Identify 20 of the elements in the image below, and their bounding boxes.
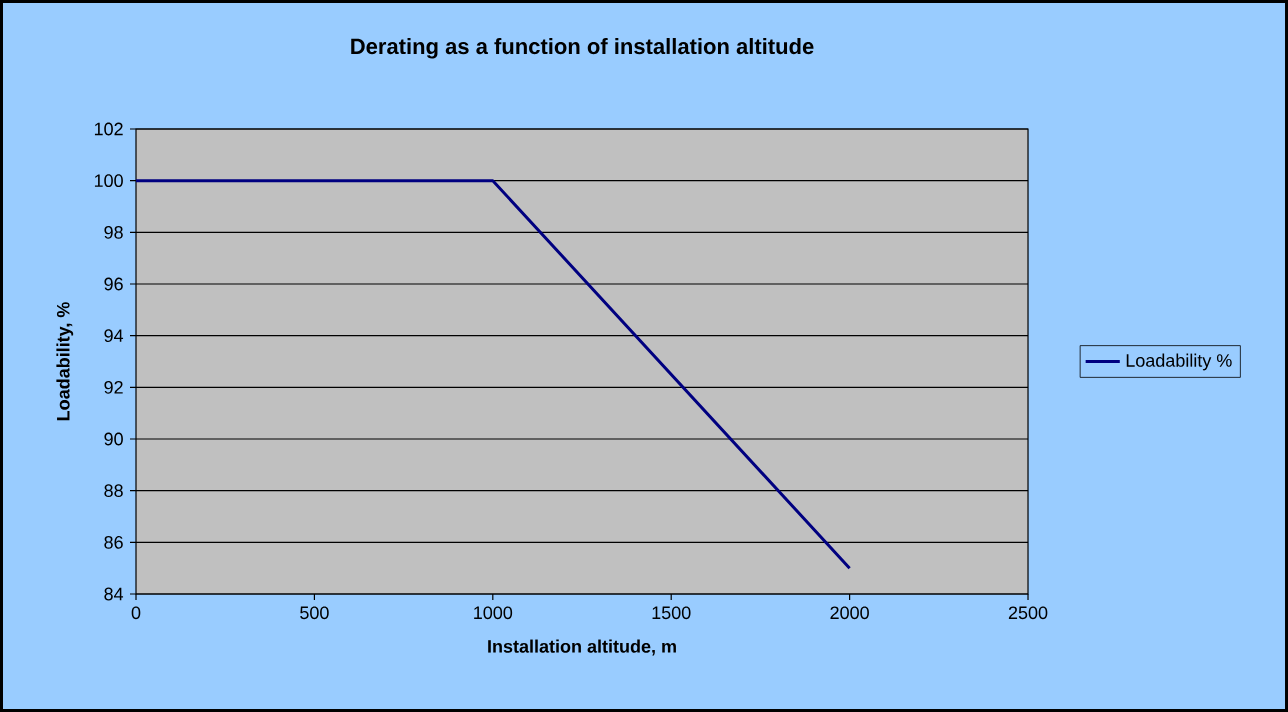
y-tick-label: 92	[104, 380, 123, 394]
x-tick-label: 1000	[474, 606, 513, 620]
legend-label: Loadability %	[1126, 353, 1232, 371]
x-axis-title: Installation altitude, m	[488, 639, 676, 656]
chart-title: Derating as a function of installation altitude	[351, 38, 814, 59]
y-tick-label: 86	[104, 535, 123, 549]
x-tick-label: 500	[300, 606, 329, 620]
x-tick-label: 2500	[1008, 606, 1048, 620]
y-tick-label: 100	[94, 174, 123, 188]
x-tick-label: 1500	[652, 606, 691, 620]
y-tick-label: 98	[104, 225, 123, 239]
y-tick-label: 84	[104, 587, 124, 601]
x-tick-label: 0	[131, 606, 141, 620]
y-tick-label: 88	[104, 484, 123, 498]
y-tick-label: 102	[94, 122, 123, 136]
y-axis-title: Loadability, %	[56, 302, 74, 421]
y-tick-label: 94	[104, 329, 124, 343]
y-tick-label: 90	[104, 432, 123, 446]
x-tick-label: 2000	[830, 606, 869, 620]
y-tick-label: 96	[104, 277, 123, 291]
